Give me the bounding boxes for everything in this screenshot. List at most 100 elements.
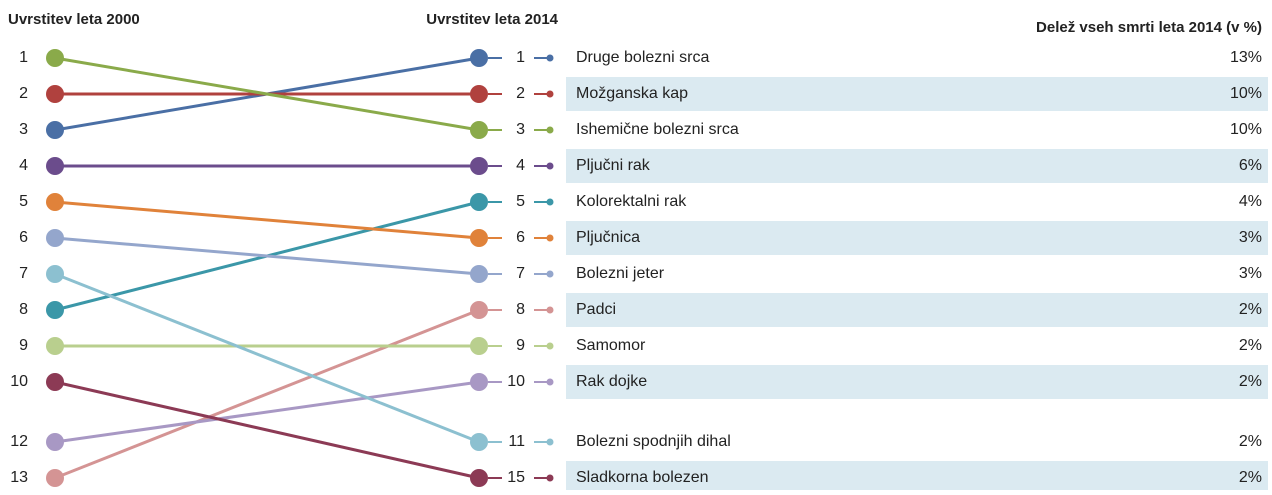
rank-2000-label: 9 [19, 337, 28, 354]
rank-2014-label: 6 [516, 229, 525, 246]
rank-2000-label: 13 [10, 469, 28, 486]
share-label: 2% [1239, 433, 1262, 450]
share-title: Delež vseh smrti leta 2014 (v %) [1036, 19, 1262, 36]
slope-line [54, 308, 480, 480]
rank-2014-label: 5 [516, 193, 525, 210]
share-label: 3% [1239, 265, 1262, 282]
cause-name: Pljučni rak [576, 157, 651, 174]
legend-dot [546, 162, 554, 170]
slope-line [54, 200, 480, 240]
dot-2000 [46, 121, 64, 139]
row-band [566, 365, 1268, 399]
rank-2000-label: 4 [19, 157, 28, 174]
dot-2014 [470, 157, 488, 175]
rank-2014-label: 1 [516, 49, 525, 66]
rank-2000-label: 3 [19, 121, 28, 138]
legend-dot [546, 378, 554, 386]
rank-2014-label: 11 [508, 433, 525, 450]
legend-dot [546, 342, 554, 350]
legend-dot [546, 306, 554, 314]
dot-2014 [470, 469, 488, 487]
dot-2014 [470, 85, 488, 103]
cause-name: Sladkorna bolezen [576, 469, 709, 486]
dot-2000 [46, 373, 64, 391]
legend-dot [546, 126, 554, 134]
legend-dot [546, 474, 554, 482]
row-band [566, 77, 1268, 111]
cause-name: Samomor [576, 337, 646, 354]
dot-2000 [46, 85, 64, 103]
rank-2000-label: 10 [10, 373, 28, 390]
cause-name: Druge bolezni srca [576, 49, 710, 66]
legend-dot [546, 90, 554, 98]
rank-2000-label: 1 [19, 49, 28, 66]
dot-2014 [470, 337, 488, 355]
rank-2000-label: 6 [19, 229, 28, 246]
dot-2000 [46, 49, 64, 67]
row-band [566, 293, 1268, 327]
share-label: 13% [1230, 49, 1262, 66]
dot-2014 [470, 193, 488, 211]
rank-2000-label: 5 [19, 193, 28, 210]
cause-name: Bolezni spodnjih dihal [576, 433, 731, 450]
dot-2000 [46, 265, 64, 283]
slope-line [54, 56, 480, 132]
legend-dot [546, 198, 554, 206]
share-label: 2% [1239, 469, 1262, 486]
rank-2000-label: 8 [19, 301, 28, 318]
slope-line [54, 380, 480, 444]
cause-name: Ishemične bolezni srca [576, 121, 739, 138]
rank-2014-label: 8 [516, 301, 525, 318]
legend-dot [546, 54, 554, 62]
cause-name: Padci [576, 301, 616, 318]
dot-2000 [46, 229, 64, 247]
legend-dot [546, 438, 554, 446]
rank-2000-label: 7 [19, 265, 28, 282]
rank-2014-label: 10 [507, 373, 525, 390]
share-label: 2% [1239, 337, 1262, 354]
rank-2014-label: 3 [516, 121, 525, 138]
share-label: 10% [1230, 121, 1262, 138]
dot-2000 [46, 337, 64, 355]
legend-dot [546, 234, 554, 242]
share-label: 10% [1230, 85, 1262, 102]
cause-name: Bolezni jeter [576, 265, 665, 282]
share-label: 2% [1239, 373, 1262, 390]
rank-2014-label: 4 [516, 157, 525, 174]
dot-2000 [46, 301, 64, 319]
rank-2000-label: 2 [19, 85, 28, 102]
dot-2000 [46, 469, 64, 487]
dot-2014 [470, 265, 488, 283]
dot-2014 [470, 229, 488, 247]
dot-2014 [470, 373, 488, 391]
cause-name: Pljučnica [576, 229, 640, 246]
slope-line [54, 236, 480, 276]
dot-2014 [470, 121, 488, 139]
share-label: 3% [1239, 229, 1262, 246]
slope-line [54, 380, 480, 480]
rank-2014-label: 9 [516, 337, 525, 354]
right-title: Uvrstitev leta 2014 [426, 11, 558, 28]
dot-2000 [46, 433, 64, 451]
dot-2014 [470, 49, 488, 67]
rank-2014-label: 7 [516, 265, 525, 282]
dot-2014 [470, 433, 488, 451]
left-title: Uvrstitev leta 2000 [8, 11, 140, 28]
dot-2000 [46, 157, 64, 175]
cause-name: Kolorektalni rak [576, 193, 687, 210]
row-band [566, 221, 1268, 255]
dot-2000 [46, 193, 64, 211]
rank-2000-label: 12 [10, 433, 28, 450]
share-label: 6% [1239, 157, 1262, 174]
share-label: 2% [1239, 301, 1262, 318]
row-band [566, 461, 1268, 495]
legend-dot [546, 270, 554, 278]
share-label: 4% [1239, 193, 1262, 210]
dot-2014 [470, 301, 488, 319]
cause-name: Rak dojke [576, 373, 647, 390]
slope-line [54, 272, 480, 444]
rank-2014-label: 15 [507, 469, 525, 486]
rank-2014-label: 2 [516, 85, 525, 102]
cause-name: Možganska kap [576, 85, 688, 102]
